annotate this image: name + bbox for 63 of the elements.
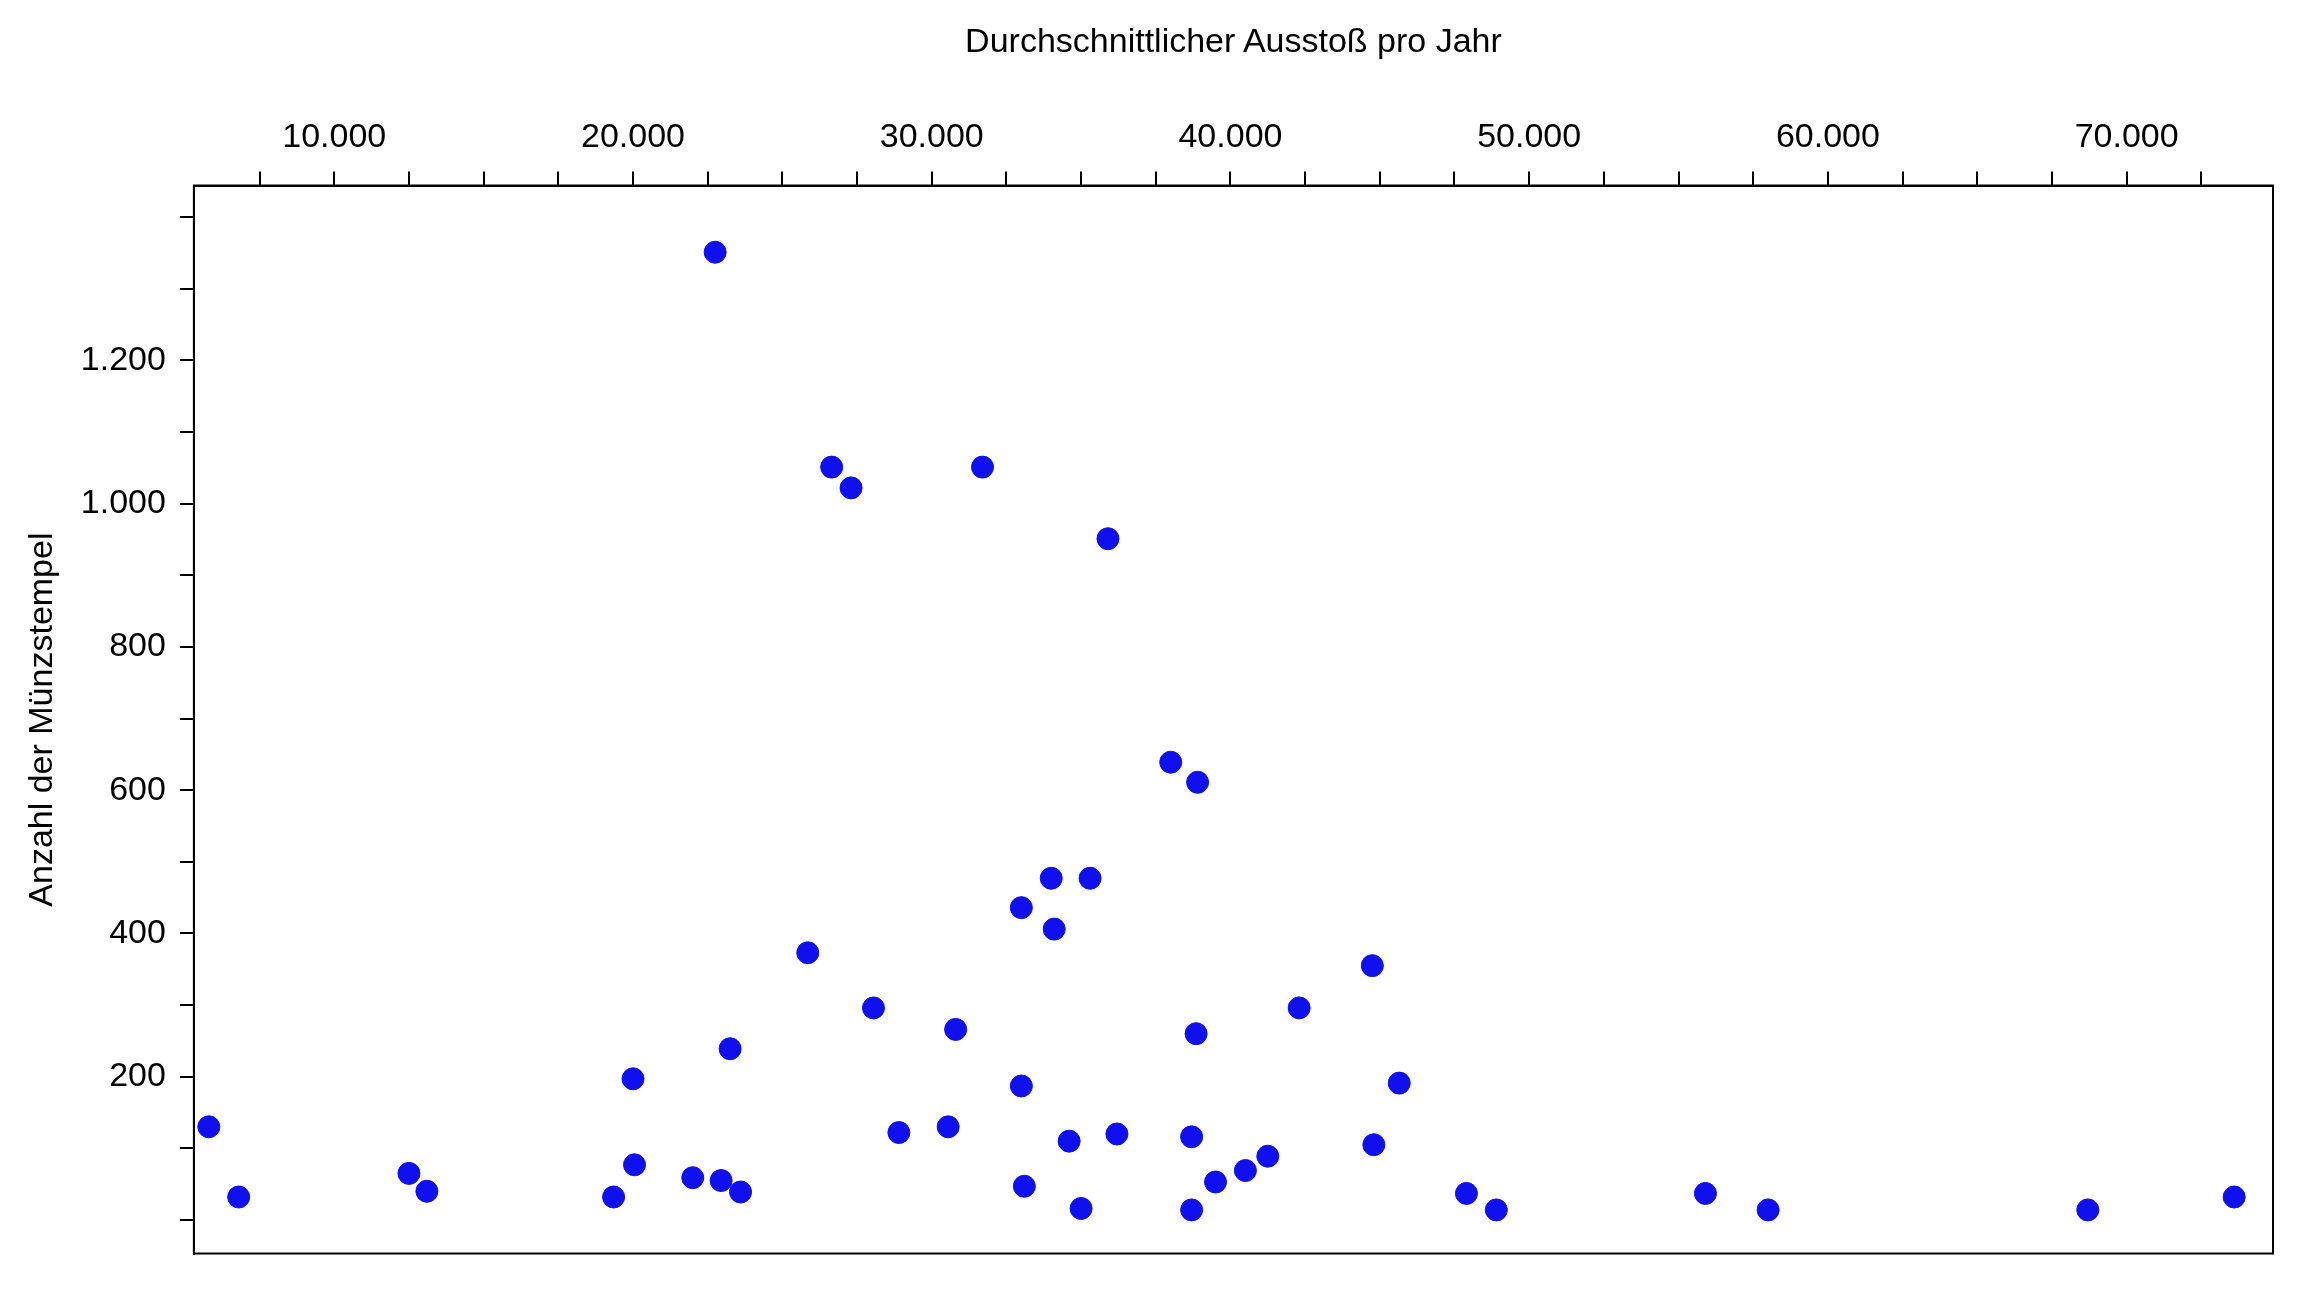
point [861,996,885,1020]
point [415,1179,439,1203]
point [1180,1198,1204,1222]
point [681,1166,705,1190]
point [1180,1125,1204,1149]
point [1454,1181,1478,1205]
point [2222,1185,2246,1209]
point [197,1115,221,1139]
point [1159,750,1183,774]
point [796,941,820,965]
point [1360,954,1384,978]
x-tick-label: 60.000 [1775,115,1880,154]
point [397,1161,421,1185]
point [1042,917,1066,941]
x-tick-label: 50.000 [1477,115,1582,154]
point [1039,866,1063,890]
point [1362,1133,1386,1157]
x-tick-label: 30.000 [879,115,984,154]
point [1256,1144,1280,1168]
point [1012,1174,1036,1198]
x-tick-label: 40.000 [1178,115,1283,154]
point [1233,1159,1257,1183]
point [718,1037,742,1061]
point [621,1067,645,1091]
point [839,476,863,500]
y-tick-label: 400 [109,911,166,950]
x-tick-label: 20.000 [581,115,686,154]
point [1387,1071,1411,1095]
point [1078,866,1102,890]
point [602,1185,626,1209]
point [971,455,995,479]
point [1484,1198,1508,1222]
y-axis-title: Anzahl der Münzstempel [20,532,59,907]
point [1184,1022,1208,1046]
point [944,1017,968,1041]
x-tick-label: 70.000 [2074,115,2179,154]
point [820,455,844,479]
y-tick-label: 1.000 [80,482,166,521]
point [623,1153,646,1177]
point [1287,996,1311,1020]
x-tick-label: 10.000 [282,115,387,154]
point [1756,1198,1780,1222]
point [227,1185,251,1209]
y-tick-label: 800 [109,625,166,664]
point [936,1115,960,1139]
point [1009,1074,1033,1098]
y-tick-label: 1.200 [80,338,166,377]
point [1009,896,1033,920]
point [1186,770,1210,794]
point [1204,1170,1228,1194]
point [703,240,727,264]
point [887,1121,911,1145]
point [1069,1196,1093,1220]
point [729,1180,753,1204]
x-axis-title: Durchschnittlicher Ausstoß pro Jahr [965,20,1502,59]
point [1057,1129,1081,1153]
point [2076,1198,2100,1222]
point [1105,1122,1129,1146]
point [709,1169,733,1193]
y-tick-label: 600 [109,768,166,807]
point [1096,527,1120,551]
y-tick-label: 200 [109,1055,166,1094]
point [1693,1181,1717,1205]
